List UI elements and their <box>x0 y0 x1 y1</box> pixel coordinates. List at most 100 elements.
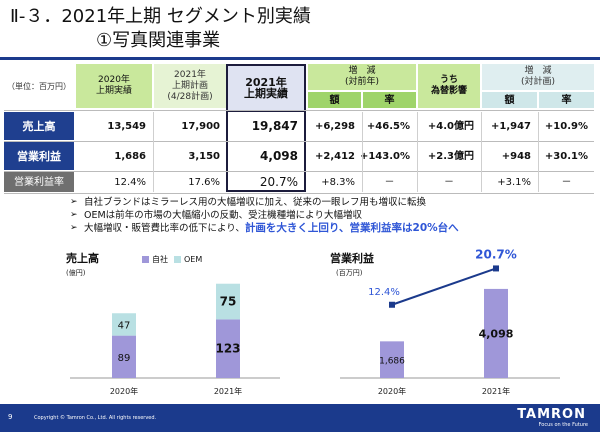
sub-plan-amount: 額 <box>482 92 537 108</box>
row-label-profit: 営業利益 <box>4 142 74 170</box>
profit-yoy-amount: +2,412 <box>314 150 355 162</box>
unit-label: （単位：百万円） <box>7 81 71 91</box>
copyright: Copyright © Tamron Co., Ltd. All rights … <box>34 415 157 421</box>
sales-category-label: 2020年 <box>110 386 138 396</box>
bullet-text: 自社ブランドはミラーレス用の大幅増収に加え、従来の一眼レフ用も増収に転換 <box>84 197 427 208</box>
margin-plan: 17.6% <box>188 176 220 188</box>
sales-yoy-rate: +46.5% <box>366 120 410 132</box>
grid-line <box>481 112 482 192</box>
profit-actual: 4,098 <box>260 148 298 163</box>
sales-2020: 13,549 <box>107 120 146 132</box>
sales-chart-title: 売上高 <box>66 252 99 265</box>
row-label-sales: 売上高 <box>4 112 74 140</box>
grid-line <box>153 112 154 192</box>
sales-fx: +4.0億円 <box>427 120 474 132</box>
profit-bar <box>484 288 508 378</box>
bullet-item: ➢ 自社ブランドはミラーレス用の大幅増収に加え、従来の一眼レフ用も増収に転換 <box>70 196 459 209</box>
sales-yoy-amount: +6,298 <box>314 120 355 132</box>
profit-yoy-rate: +143.0% <box>359 150 410 162</box>
col-fx-header: うち 為替影響 <box>418 64 480 108</box>
col-vsplan-header: 増 減 (対計画) <box>482 64 594 90</box>
results-table: （単位：百万円） 2020年 上期実績 2021年 上期計画 (4/28計画) … <box>4 62 598 194</box>
sales-data-label: 123 <box>215 342 240 356</box>
margin-point <box>493 265 499 272</box>
margin-plan-rate: － <box>561 176 572 188</box>
bullet-highlight: 計画を大きく上回り、営業利益率は20%台へ <box>244 222 459 234</box>
grid-line <box>4 193 594 194</box>
sales-chart: 89 47 2020年 123 75 2021年 <box>70 283 280 396</box>
sales-data-label: 75 <box>220 295 237 309</box>
sales-bar-oem <box>112 313 136 336</box>
margin-yoy-amount: +8.3% <box>321 176 355 188</box>
row-label-margin: 営業利益率 <box>4 172 74 192</box>
grid-line <box>4 110 594 111</box>
bullet-text: 大幅増収・販管費比率の低下により、 <box>84 223 245 234</box>
actual-column-frame <box>226 112 306 192</box>
sales-chart-unit: (億円) <box>66 269 86 277</box>
sub-yoy-rate: 率 <box>363 92 416 108</box>
grid-line <box>362 112 363 192</box>
margin-fx: － <box>444 176 454 188</box>
page-number: 9 <box>8 413 13 421</box>
summary-bullets: ➢ 自社ブランドはミラーレス用の大幅増収に加え、従来の一眼レフ用も増収に転換 ➢ O… <box>70 196 459 235</box>
legend-label-oem: OEM <box>184 255 203 264</box>
legend-swatch-own <box>142 256 149 263</box>
bullet-arrow-icon: ➢ <box>70 197 78 207</box>
sales-data-label: 47 <box>118 320 131 331</box>
bullet-arrow-icon: ➢ <box>70 223 78 233</box>
profit-chart: 1,686 2020年 4,098 2021年 12.4% 20.7% <box>340 247 560 396</box>
sales-plan-rate: +10.9% <box>544 120 588 132</box>
profit-fx: +2.3億円 <box>427 150 474 162</box>
bullet-arrow-icon: ➢ <box>70 210 78 220</box>
profit-category-label: 2021年 <box>482 386 510 396</box>
sales-plan: 17,900 <box>181 120 220 132</box>
sub-yoy-amount: 額 <box>308 92 361 108</box>
footer-bar: 9 Copyright © Tamron Co., Ltd. All right… <box>0 404 600 432</box>
sub-plan-rate: 率 <box>539 92 594 108</box>
page-title-line1: Ⅱ-３．2021年上期 セグメント別実績 <box>10 6 311 27</box>
col-yoy-header: 増 減 (対前年) <box>308 64 416 90</box>
sales-data-label: 89 <box>118 353 131 364</box>
sales-plan-amount: +1,947 <box>490 120 531 132</box>
profit-data-label: 4,098 <box>479 327 514 340</box>
logo-tagline: Focus on the Future <box>538 422 588 428</box>
legend-swatch-oem <box>174 256 181 263</box>
margin-2020: 12.4% <box>114 176 146 188</box>
profit-plan-rate: +30.1% <box>544 150 588 162</box>
profit-category-label: 2020年 <box>378 386 406 396</box>
sales-category-label: 2021年 <box>214 386 242 396</box>
sales-chart-legend: 自社 OEM <box>136 254 202 265</box>
title-rule <box>0 57 600 60</box>
margin-plan-amount: +3.1% <box>497 176 531 188</box>
profit-bar <box>380 341 404 378</box>
legend-label-own: 自社 <box>152 255 168 264</box>
profit-chart-unit: (百万円) <box>336 269 363 277</box>
margin-actual: 20.7% <box>259 174 298 189</box>
profit-plan: 3,150 <box>188 150 220 162</box>
col-2020-header: 2020年 上期実績 <box>76 64 152 108</box>
sales-bar-own <box>216 319 240 378</box>
profit-data-label: 1,686 <box>379 357 405 367</box>
grid-line <box>538 112 539 192</box>
margin-point <box>389 301 395 308</box>
profit-chart-title: 営業利益 <box>330 252 374 265</box>
grid-line <box>4 141 594 142</box>
bullet-item: ➢ OEMは前年の市場の大幅縮小の反動、受注機種増により大幅増収 <box>70 209 459 222</box>
col-actual-header: 2021年 上期実績 <box>226 64 306 112</box>
margin-label: 20.7% <box>475 247 517 261</box>
sales-bar-oem <box>216 283 240 320</box>
bullet-item: ➢ 大幅増収・販管費比率の低下により、 計画を大きく上回り、営業利益率は20%台へ <box>70 222 459 235</box>
col-plan-header: 2021年 上期計画 (4/28計画) <box>154 64 226 108</box>
sales-bar-own <box>112 335 136 378</box>
grid-line <box>4 171 594 172</box>
margin-yoy-rate: － <box>384 176 395 188</box>
profit-2020: 1,686 <box>114 150 146 162</box>
grid-line <box>417 112 418 192</box>
margin-line <box>391 267 497 306</box>
sales-actual: 19,847 <box>251 118 298 133</box>
margin-label: 12.4% <box>368 287 400 298</box>
bullet-text: OEMは前年の市場の大幅縮小の反動、受注機種増により大幅増収 <box>84 210 362 221</box>
tamron-logo: TAMRON <box>517 407 586 422</box>
profit-plan-amount: +948 <box>501 150 531 162</box>
page-title-line2: ①写真関連事業 <box>96 30 221 51</box>
